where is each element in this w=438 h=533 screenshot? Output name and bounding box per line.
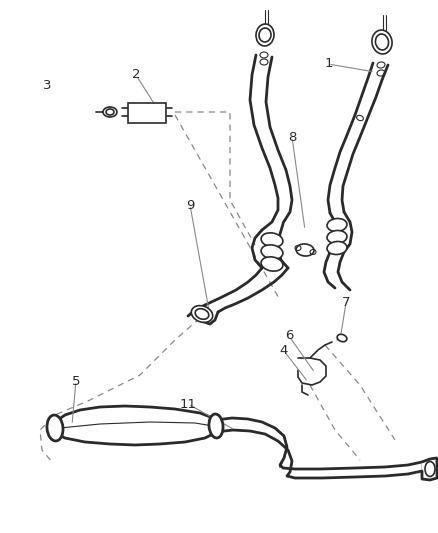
Ellipse shape — [103, 107, 117, 117]
Ellipse shape — [372, 30, 392, 54]
Text: 1: 1 — [324, 58, 333, 70]
Ellipse shape — [106, 109, 114, 115]
Ellipse shape — [47, 415, 63, 441]
Ellipse shape — [425, 462, 435, 477]
Text: 11: 11 — [180, 398, 197, 410]
Text: 7: 7 — [342, 296, 350, 309]
FancyBboxPatch shape — [128, 103, 166, 123]
Ellipse shape — [261, 245, 283, 259]
Ellipse shape — [191, 305, 213, 322]
Text: 5: 5 — [72, 375, 81, 387]
Ellipse shape — [261, 233, 283, 247]
Ellipse shape — [375, 34, 389, 50]
Ellipse shape — [327, 230, 347, 244]
Polygon shape — [52, 406, 218, 445]
Text: 8: 8 — [288, 131, 297, 144]
Ellipse shape — [259, 28, 271, 42]
Ellipse shape — [195, 309, 209, 319]
Ellipse shape — [256, 24, 274, 46]
Text: 4: 4 — [279, 344, 288, 357]
Text: 3: 3 — [43, 79, 52, 92]
Ellipse shape — [209, 414, 223, 438]
Text: 9: 9 — [186, 199, 195, 212]
Text: 2: 2 — [131, 68, 140, 81]
Ellipse shape — [296, 244, 314, 256]
Ellipse shape — [327, 219, 347, 231]
Text: 6: 6 — [285, 329, 293, 342]
Polygon shape — [422, 458, 437, 480]
Ellipse shape — [337, 334, 347, 342]
Ellipse shape — [327, 241, 347, 255]
Ellipse shape — [261, 257, 283, 271]
